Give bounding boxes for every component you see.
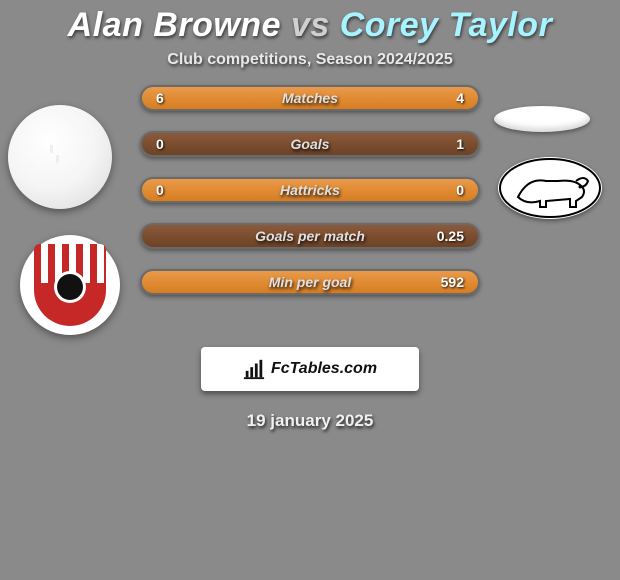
bar-chart-icon xyxy=(243,358,265,380)
stat-label: Goals per match xyxy=(255,228,365,244)
vs-text: vs xyxy=(291,6,330,44)
subtitle-prefix: Club competitions, xyxy=(167,51,315,68)
player1-name: Alan Browne xyxy=(68,6,281,44)
stat-label: Hattricks xyxy=(280,182,340,198)
stat-right-value: 1 xyxy=(456,136,464,152)
player2-name: Corey Taylor xyxy=(340,6,553,44)
source-logo: FcTables.com xyxy=(201,347,419,391)
infographic-container: Alan Browne vs Corey Taylor Club competi… xyxy=(0,0,620,431)
stat-bar-goals: 0 Goals 1 xyxy=(140,131,480,157)
subtitle: Club competitions, Season 2024/2025 xyxy=(0,51,620,69)
stat-bar-hattricks: 0 Hattricks 0 xyxy=(140,177,480,203)
player2-avatar xyxy=(494,106,590,132)
stat-bars: 6 Matches 4 0 Goals 1 0 Hattricks 0 Goal… xyxy=(140,85,480,315)
stat-left-value: 6 xyxy=(156,90,164,106)
stat-right-value: 4 xyxy=(456,90,464,106)
stat-right-value: 0 xyxy=(456,182,464,198)
stat-right-value: 0.25 xyxy=(437,228,464,244)
page-title: Alan Browne vs Corey Taylor xyxy=(0,6,620,45)
stat-label: Matches xyxy=(282,90,338,106)
derby-ram-icon xyxy=(498,157,602,219)
stat-bar-matches: 6 Matches 4 xyxy=(140,85,480,111)
player2-club-crest xyxy=(498,157,602,219)
comparison-panel: 6 Matches 4 0 Goals 1 0 Hattricks 0 Goal… xyxy=(0,85,620,335)
player1-avatar xyxy=(8,105,112,209)
stat-left-value: 0 xyxy=(156,182,164,198)
stat-bar-min-per-goal: Min per goal 592 xyxy=(140,269,480,295)
subtitle-season: Season 2024/2025 xyxy=(316,51,453,68)
source-logo-text: FcTables.com xyxy=(271,360,377,378)
date-text: 19 january 2025 xyxy=(0,411,620,431)
stat-left-value: 0 xyxy=(156,136,164,152)
stat-label: Goals xyxy=(291,136,330,152)
sunderland-crest-icon xyxy=(34,244,106,326)
stat-bar-goals-per-match: Goals per match 0.25 xyxy=(140,223,480,249)
player1-club-crest xyxy=(20,235,120,335)
stat-right-value: 592 xyxy=(441,274,464,290)
stat-label: Min per goal xyxy=(269,274,351,290)
